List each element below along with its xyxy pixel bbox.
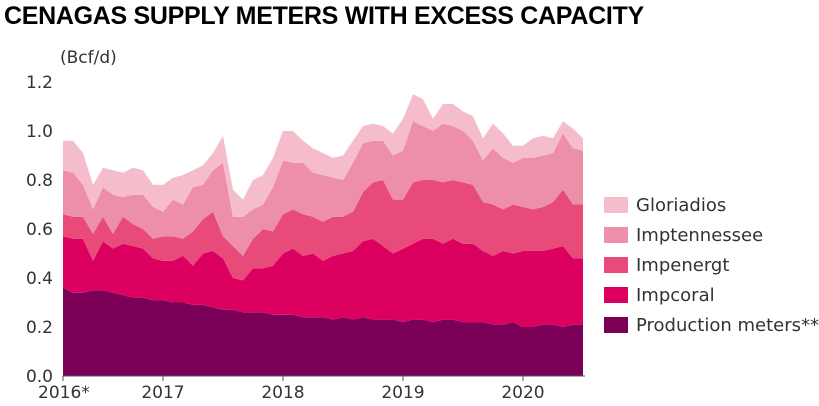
legend-swatch [604,197,628,213]
legend-label: Production meters** [636,314,819,336]
x-tick-label: 2017 [141,383,184,403]
y-tick-label: 0.0 [26,367,53,387]
chart-legend: Gloriadios Imptennessee Impenergt Impcoral P… [604,190,819,340]
y-tick-label: 0.4 [26,269,53,289]
legend-item: Imptennessee [604,220,819,250]
legend-label: Impenergt [636,254,730,276]
legend-swatch [604,287,628,303]
y-tick-label: 0.2 [26,318,53,338]
legend-item: Impenergt [604,250,819,280]
legend-swatch [604,257,628,273]
x-tick-label: 2019 [381,383,424,403]
series-area-2 [63,180,583,281]
series-area-0 [63,287,583,376]
y-tick-label: 1.0 [26,122,53,142]
legend-item: Gloriadios [604,190,819,220]
y-tick-label: 0.6 [26,220,53,240]
legend-item: Impcoral [604,280,819,310]
x-tick-label: 2020 [501,383,544,403]
legend-swatch [604,227,628,243]
x-tick-label: 2018 [261,383,304,403]
chart-title: CENAGAS SUPPLY METERS WITH EXCESS CAPACI… [4,2,644,30]
legend-swatch [604,317,628,333]
x-tick-label: 2016* [38,383,90,403]
legend-label: Imptennessee [636,224,764,246]
y-tick-label: 1.2 [26,73,53,93]
series-area-3 [63,121,583,256]
legend-label: Impcoral [636,284,715,306]
series-area-4 [63,94,583,217]
legend-item: Production meters** [604,310,819,340]
y-tick-label: 0.8 [26,171,53,191]
legend-label: Gloriadios [636,194,727,216]
y-axis-unit-label: (Bcf/d) [60,48,117,68]
series-area-1 [63,236,583,327]
